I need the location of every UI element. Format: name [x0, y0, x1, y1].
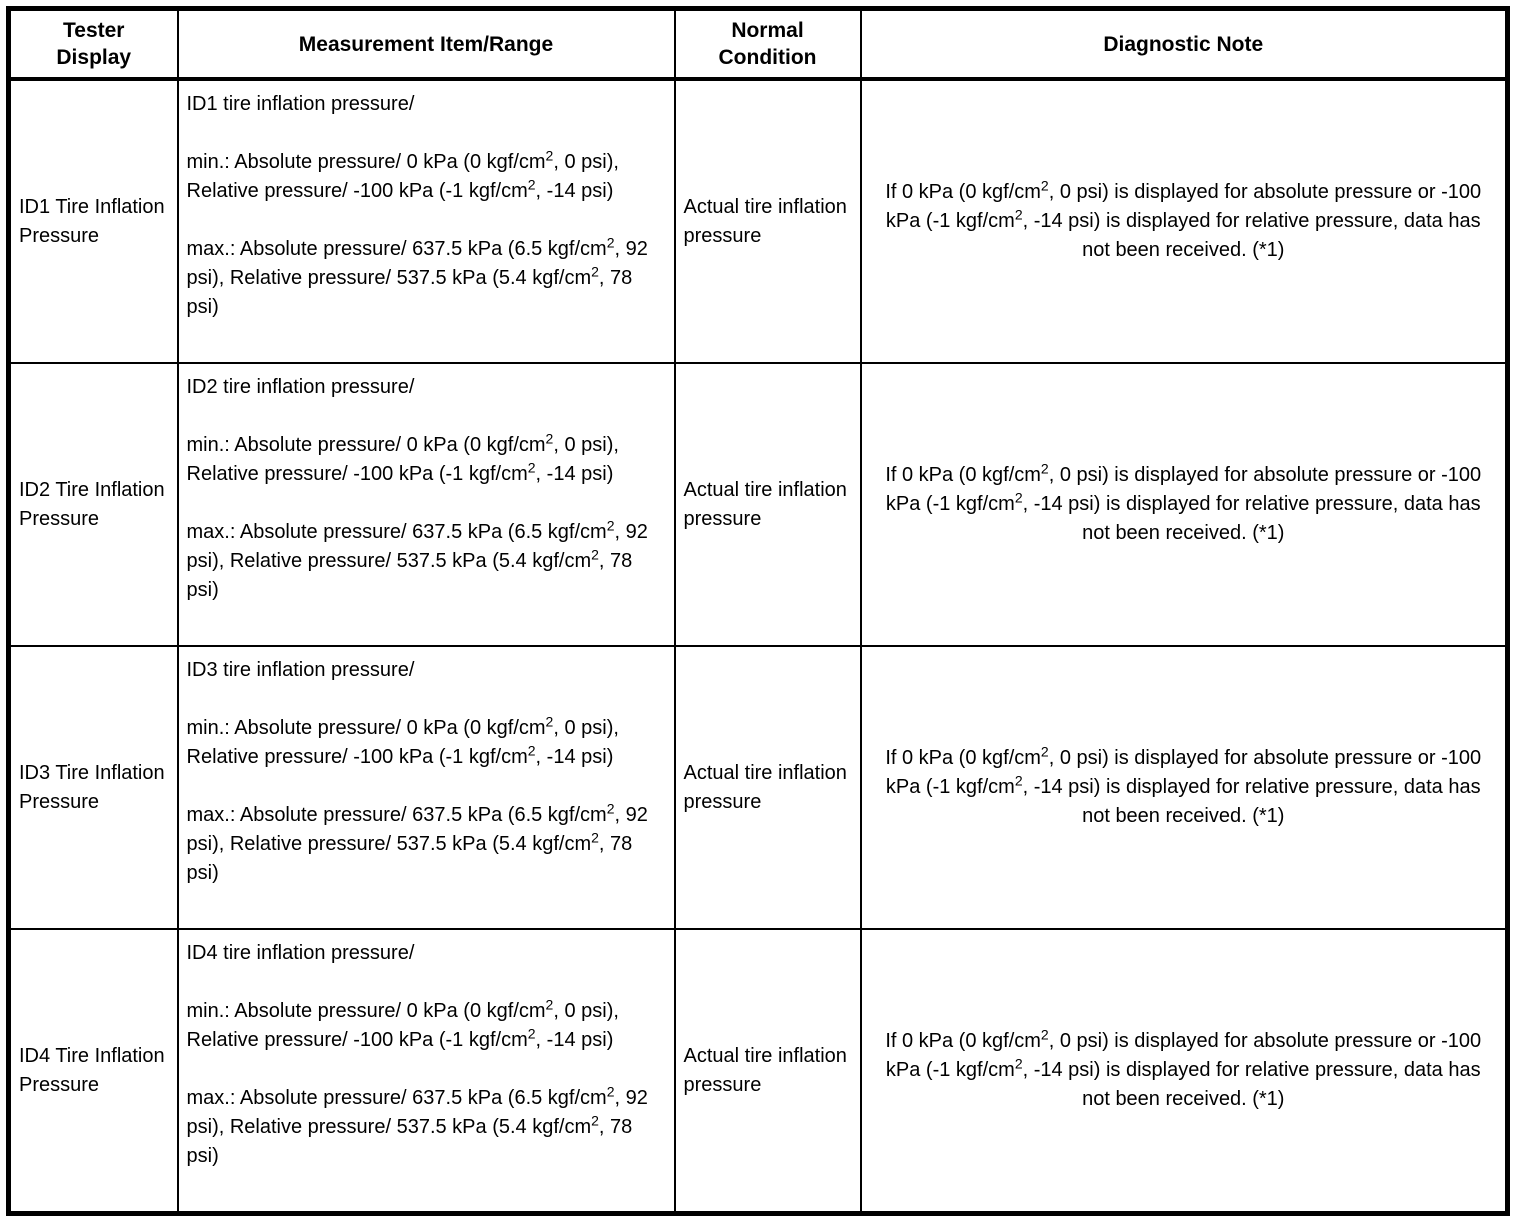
normal-condition-cell: Actual tire inflation pressure	[673, 78, 862, 364]
diagnostic-note-cell: If 0 kPa (0 kgf/cm2, 0 psi) is displayed…	[859, 928, 1509, 1215]
header-cell-diagnostic-note: Diagnostic Note	[859, 7, 1509, 81]
measurement-item-range-cell: ID4 tire inflation pressure/ min.: Absol…	[176, 928, 676, 1215]
measurement-min: min.: Absolute pressure/ 0 kPa (0 kgf/cm…	[186, 996, 619, 1051]
header-cell-tester-display: Tester Display	[7, 7, 179, 81]
tester-display-cell: ID2 Tire Inflation Pressure	[7, 362, 179, 647]
table-row-id1: ID1 Tire Inflation Pressure ID1 tire inf…	[7, 78, 1509, 364]
table-row-id2: ID2 Tire Inflation Pressure ID2 tire inf…	[7, 362, 1509, 647]
diagnostic-note-cell: If 0 kPa (0 kgf/cm2, 0 psi) is displayed…	[859, 645, 1509, 930]
tester-display-cell: ID1 Tire Inflation Pressure	[7, 78, 179, 364]
table-row-id4: ID4 Tire Inflation Pressure ID4 tire inf…	[7, 928, 1509, 1215]
measurement-min: min.: Absolute pressure/ 0 kPa (0 kgf/cm…	[186, 147, 619, 202]
header-cell-measurement-item-range: Measurement Item/Range	[176, 7, 676, 81]
normal-condition-cell: Actual tire inflation pressure	[673, 645, 862, 930]
measurement-item-range-cell: ID3 tire inflation pressure/ min.: Absol…	[176, 645, 676, 930]
tester-display-cell: ID3 Tire Inflation Pressure	[7, 645, 179, 930]
normal-condition-cell: Actual tire inflation pressure	[673, 362, 862, 647]
tester-display-cell: ID4 Tire Inflation Pressure	[7, 928, 179, 1215]
measurement-title: ID3 tire inflation pressure/	[186, 659, 415, 681]
normal-condition-cell: Actual tire inflation pressure	[673, 928, 862, 1215]
measurement-min: min.: Absolute pressure/ 0 kPa (0 kgf/cm…	[186, 713, 619, 768]
diagnostic-note-cell: If 0 kPa (0 kgf/cm2, 0 psi) is displayed…	[859, 78, 1509, 364]
header-label: Diagnostic Note	[1103, 32, 1264, 56]
measurement-max: max.: Absolute pressure/ 637.5 kPa (6.5 …	[186, 234, 648, 318]
measurement-max: max.: Absolute pressure/ 637.5 kPa (6.5 …	[186, 1083, 648, 1167]
header-cell-normal-condition: Normal Condition	[673, 7, 862, 81]
table-row-id3: ID3 Tire Inflation Pressure ID3 tire inf…	[7, 645, 1509, 930]
measurement-item-range-cell: ID1 tire inflation pressure/ min.: Absol…	[176, 78, 676, 364]
diagnostic-reference-table: Tester Display Measurement Item/Range No…	[6, 6, 1510, 1216]
header-label: Measurement Item/Range	[298, 32, 554, 56]
header-row: Tester Display Measurement Item/Range No…	[7, 7, 1509, 81]
measurement-max: max.: Absolute pressure/ 637.5 kPa (6.5 …	[186, 517, 648, 601]
measurement-max: max.: Absolute pressure/ 637.5 kPa (6.5 …	[186, 800, 648, 884]
measurement-title: ID2 tire inflation pressure/	[186, 376, 415, 398]
measurement-title: ID4 tire inflation pressure/	[186, 942, 415, 964]
header-label: Normal Condition	[718, 19, 817, 69]
measurement-min: min.: Absolute pressure/ 0 kPa (0 kgf/cm…	[186, 430, 619, 485]
diagnostic-note-cell: If 0 kPa (0 kgf/cm2, 0 psi) is displayed…	[859, 362, 1509, 647]
header-label: Tester Display	[56, 19, 132, 69]
measurement-item-range-cell: ID2 tire inflation pressure/ min.: Absol…	[176, 362, 676, 647]
measurement-title: ID1 tire inflation pressure/	[186, 93, 415, 115]
